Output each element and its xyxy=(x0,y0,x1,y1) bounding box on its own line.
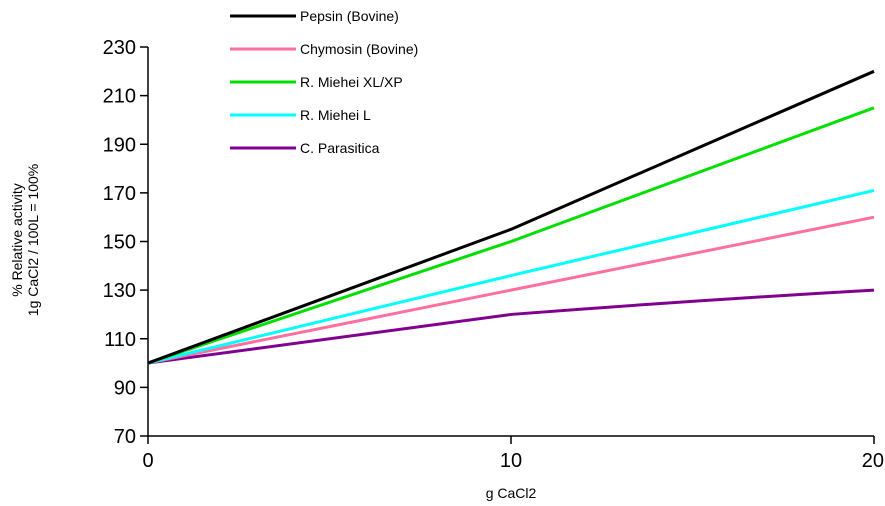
y-tick-label: 110 xyxy=(104,329,136,351)
series-line-chymosin-bovine xyxy=(147,215,875,365)
x-tick-label: 0 xyxy=(142,450,153,472)
legend: Pepsin (Bovine) Chymosin (Bovine) R. Miehe… xyxy=(230,8,418,156)
x-ticks: 0 10 20 xyxy=(142,436,884,472)
y-tick-label: 230 xyxy=(103,37,136,59)
series-line-r-miehei-l xyxy=(147,188,875,365)
x-axis-label: g CaCl2 xyxy=(486,485,537,501)
y-ticks: 70 90 110 130 150 170 190 210 230 xyxy=(103,37,148,448)
series-line-r-miehei-xl-xp xyxy=(147,106,875,365)
series-lines xyxy=(147,69,875,365)
y-axis-label: % Relative activity 1g CaCl2 / 100L = 10… xyxy=(9,164,41,316)
legend-label: Chymosin (Bovine) xyxy=(300,41,418,57)
series-line-pepsin-bovine xyxy=(147,69,875,365)
y-tick-label: 210 xyxy=(103,86,136,108)
legend-label: Pepsin (Bovine) xyxy=(300,8,399,24)
x-tick-label: 20 xyxy=(862,450,884,472)
y-tick-label: 150 xyxy=(103,232,136,254)
y-tick-label: 170 xyxy=(103,183,136,205)
y-tick-label: 130 xyxy=(103,280,136,302)
y-tick-label: 70 xyxy=(114,426,136,448)
legend-label: R. Miehei XL/XP xyxy=(300,74,403,90)
y-tick-label: 90 xyxy=(114,377,136,399)
series-line-c-parasitica xyxy=(147,288,875,365)
legend-label: R. Miehei L xyxy=(300,107,371,123)
y-axis-label-line-1: % Relative activity xyxy=(9,183,25,297)
legend-label: C. Parasitica xyxy=(300,140,380,156)
y-axis-label-line-2: 1g CaCl2 / 100L = 100% xyxy=(25,164,41,316)
x-tick-label: 10 xyxy=(500,450,522,472)
y-tick-label: 190 xyxy=(103,134,136,156)
